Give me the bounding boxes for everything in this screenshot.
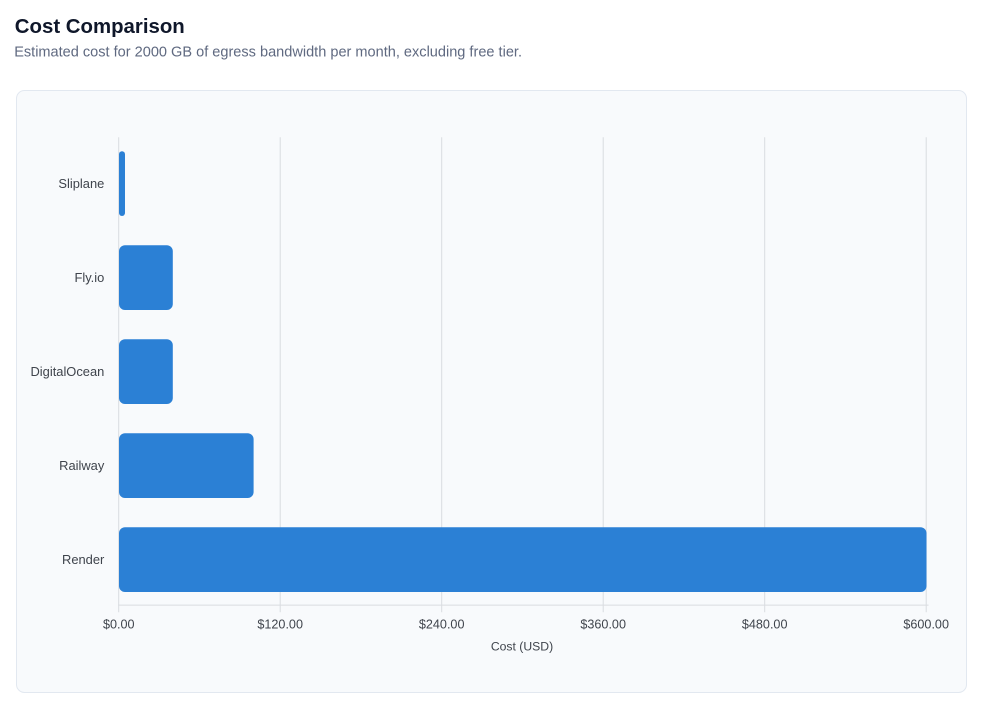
svg-text:$120.00: $120.00 — [257, 618, 303, 632]
svg-text:$0.00: $0.00 — [103, 618, 135, 632]
svg-text:$240.00: $240.00 — [419, 618, 465, 632]
svg-text:Railway: Railway — [59, 458, 105, 473]
svg-text:Fly.io: Fly.io — [74, 270, 104, 285]
svg-text:Cost Comparison: Cost Comparison — [15, 16, 185, 38]
svg-text:DigitalOcean: DigitalOcean — [30, 364, 104, 379]
svg-text:$360.00: $360.00 — [580, 618, 626, 632]
svg-text:Estimated cost for 2000 GB of: Estimated cost for 2000 GB of egress ban… — [14, 44, 522, 60]
svg-text:Cost (USD): Cost (USD) — [491, 640, 553, 654]
svg-text:$480.00: $480.00 — [742, 618, 788, 632]
svg-text:Render: Render — [62, 552, 105, 567]
svg-text:$600.00: $600.00 — [903, 618, 949, 632]
svg-text:Sliplane: Sliplane — [58, 176, 104, 191]
